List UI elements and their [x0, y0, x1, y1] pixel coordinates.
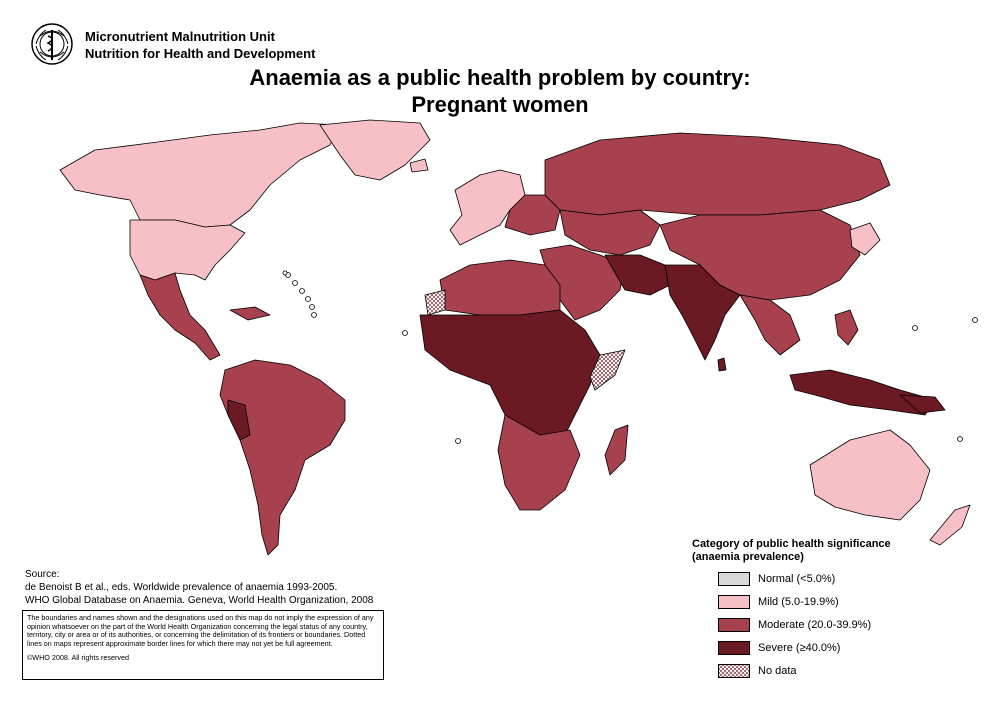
- legend-title: Category of public health significance (…: [692, 538, 992, 564]
- world-map: [59, 119, 978, 556]
- region-south-america: [219, 359, 346, 556]
- region-china: [659, 209, 861, 301]
- copyright-notice: ©WHO 2008. All rights reserved: [27, 653, 129, 663]
- region-madagascar: [604, 424, 629, 476]
- region-indonesia: [789, 369, 936, 416]
- legend-swatch-mild: [718, 595, 750, 609]
- region-iran-pakistan: [604, 254, 671, 296]
- title-line-1: Anaemia as a public health problem by co…: [249, 65, 751, 90]
- region-new-zealand: [929, 504, 971, 546]
- region-sri-lanka: [717, 357, 727, 372]
- region-korea-japan: [849, 222, 881, 256]
- region-russia: [544, 132, 891, 216]
- region-australia: [809, 429, 931, 521]
- region-southeast-asia: [739, 294, 801, 356]
- region-central-asia: [559, 209, 661, 256]
- who-logo: [30, 22, 74, 66]
- organization-header: Micronutrient Malnutrition Unit Nutritio…: [85, 28, 315, 62]
- legend-label-nodata: No data: [758, 665, 797, 677]
- disclaimer-text: The boundaries and names shown and the d…: [27, 613, 374, 648]
- region-canada-alaska: [59, 122, 341, 228]
- region-north-africa: [439, 259, 561, 316]
- region-southern-africa: [497, 414, 581, 511]
- region-western-sahara-nodata: [424, 289, 446, 316]
- source-label: Source:: [25, 569, 60, 580]
- legend-label-severe: Severe (≥40.0%): [758, 642, 841, 654]
- legend-swatch-nodata: [718, 664, 750, 678]
- legend-label-mild: Mild (5.0-19.9%): [758, 596, 839, 608]
- region-somalia-nodata: [589, 349, 626, 391]
- org-unit-name: Micronutrient Malnutrition Unit: [85, 29, 275, 44]
- disclaimer-box: The boundaries and names shown and the d…: [22, 610, 384, 680]
- source-line-1: de Benoist B et al., eds. Worldwide prev…: [25, 582, 338, 593]
- map-title: Anaemia as a public health problem by co…: [0, 64, 1000, 118]
- region-western-europe: [449, 169, 526, 246]
- region-greenland: [319, 119, 431, 181]
- region-usa: [129, 219, 246, 281]
- legend-swatch-severe: [718, 641, 750, 655]
- region-peru-bolivia: [227, 399, 251, 441]
- legend-label-moderate: Moderate (20.0-39.9%): [758, 619, 872, 631]
- legend-swatch-normal: [718, 572, 750, 586]
- legend-title-line-1: Category of public health significance: [692, 538, 891, 550]
- org-department-name: Nutrition for Health and Development: [85, 46, 316, 61]
- region-west-central-africa: [419, 309, 601, 456]
- legend-swatch-moderate: [718, 618, 750, 632]
- source-line-2: WHO Global Database on Anaemia. Geneva, …: [25, 595, 374, 606]
- region-caribbean: [229, 306, 271, 321]
- region-eastern-europe: [504, 194, 561, 236]
- region-papua: [899, 394, 946, 414]
- legend: Category of public health significance (…: [692, 538, 992, 678]
- region-mexico-central-america: [139, 272, 221, 361]
- source-citation: Source: de Benoist B et al., eds. Worldw…: [25, 568, 373, 607]
- region-philippines: [834, 309, 859, 346]
- title-line-2: Pregnant women: [411, 92, 589, 117]
- region-iceland: [409, 158, 429, 173]
- legend-title-line-2: (anaemia prevalence): [692, 551, 804, 563]
- legend-label-normal: Normal (<5.0%): [758, 573, 836, 585]
